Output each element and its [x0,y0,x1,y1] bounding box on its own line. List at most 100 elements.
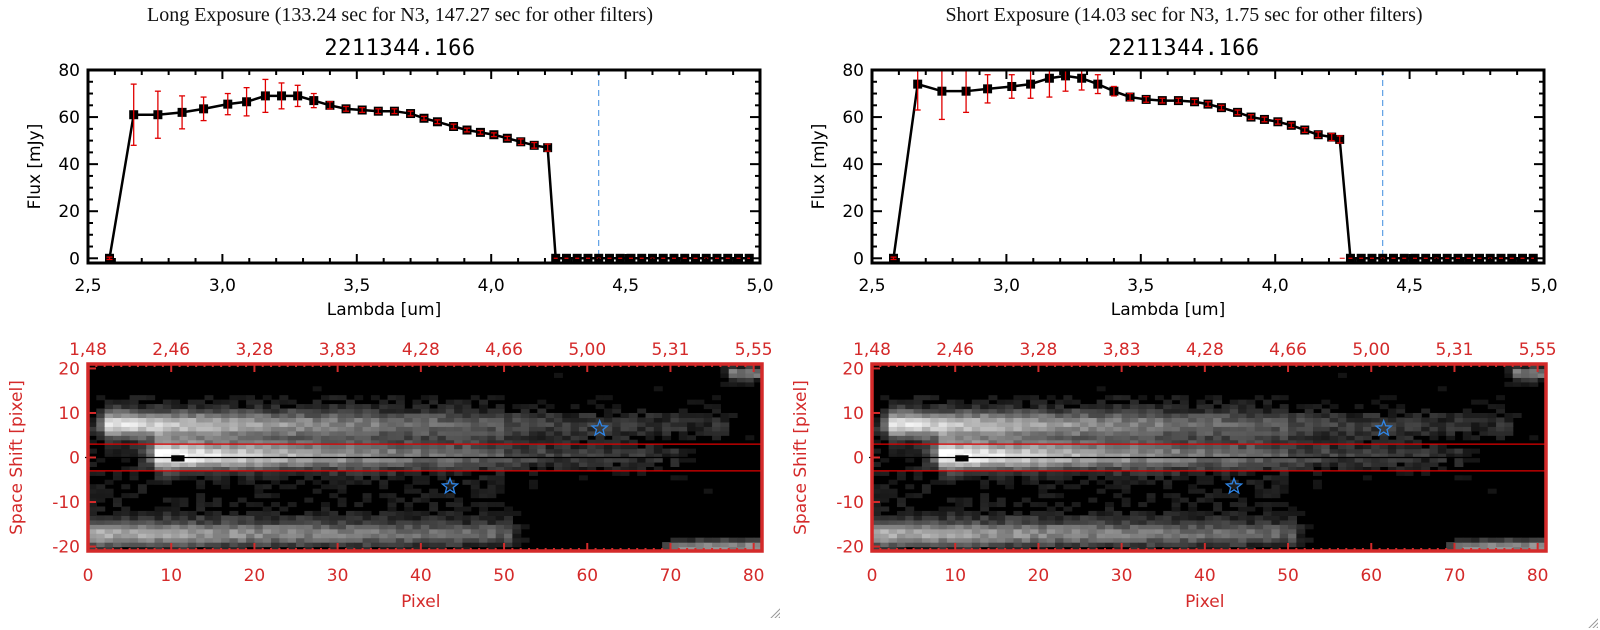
resize-grip-icon[interactable] [1584,614,1598,628]
image-pixel [229,524,239,530]
image-pixel [495,479,505,485]
image-pixel [379,493,389,499]
image-pixel [1304,404,1314,410]
image-pixel [1371,430,1381,436]
image-pixel [487,395,497,401]
image-pixel [121,426,131,432]
image-pixel [479,461,489,468]
image-pixel [1304,430,1314,436]
image-pixel [1038,488,1048,494]
image-pixel [229,426,239,432]
image-pixel [1512,537,1522,543]
image-pixel [104,417,114,423]
image-pixel [196,497,206,503]
image-pixel [146,537,156,543]
image-pixel [1088,546,1098,552]
image-pixel [146,408,156,414]
image-pixel [171,515,181,521]
image-pixel [362,448,372,454]
image-pixel [1046,404,1056,410]
image-pixel [562,453,572,459]
image-pixel [262,408,272,414]
image-pixel [312,519,322,525]
image-pixel [1354,404,1364,410]
image-pixel [429,421,439,427]
image-pixel [737,542,746,548]
image-pixel [578,435,588,441]
image-pixel [963,542,973,548]
image-pixel [1471,542,1481,548]
image-pixel [429,466,439,472]
image-pixel [1146,510,1156,516]
image-pixel [570,461,580,468]
image-pixel [930,404,940,410]
image-pixel [578,430,588,436]
image-pixel [121,537,131,543]
image-pixel [312,453,322,459]
image-pixel [1146,524,1156,530]
image-pixel [980,439,990,445]
image-pixel [996,439,1006,445]
image-pixel [462,412,472,419]
image-pixel [1005,546,1015,552]
image-pixel [537,439,547,445]
image-pixel [1304,524,1314,530]
image-pixel [1129,404,1139,410]
image-pixel [562,421,572,427]
image-pixel [495,542,505,548]
image-pixel [1329,430,1339,436]
image-pixel [1154,408,1164,414]
image-pixel [412,475,422,481]
image-pixel [104,546,114,552]
image-pixel [1396,453,1406,459]
image-pixel [1271,435,1281,441]
image-pixel [462,421,472,427]
bad-pixel [171,455,185,462]
image-pixel [1138,435,1148,441]
image-pixel [1254,439,1264,445]
image-pixel [1013,421,1023,427]
image-pixel [880,426,890,432]
image-pixel [1080,537,1089,543]
image-pixel [880,533,890,539]
image-pixel [1204,528,1214,534]
image-pixel [204,524,214,530]
image-pixel [620,457,630,463]
image-pixel [1254,430,1264,436]
image-pixel [1429,421,1439,427]
image-pixel [429,448,439,454]
image-pixel [420,546,430,552]
image-pixel [271,475,280,481]
image-pixel [1229,408,1239,414]
image-pixel [1313,448,1322,454]
image-pixel [354,444,364,450]
image-pixel [1229,439,1239,445]
image-pixel [1188,533,1198,539]
resize-grip-icon[interactable] [766,604,780,618]
image-pixel [179,426,189,432]
image-pixel [1304,448,1314,454]
image-pixel [221,484,231,490]
image-pixel [1163,404,1173,410]
image-pixel [412,408,422,414]
image-pixel [1171,528,1181,534]
image-pixel [395,404,405,410]
image-pixel [262,466,272,472]
image-pixel [1013,515,1023,521]
image-pixel [1271,519,1281,525]
image-pixel [445,412,455,419]
image-pixel [387,448,397,454]
image-pixel [603,395,613,401]
image-pixel [1263,537,1273,543]
image-pixel [980,399,990,405]
image-pixel [1030,395,1040,401]
image-pixel [1296,439,1306,445]
image-pixel [221,421,231,427]
image-pixel [1038,533,1048,539]
image-pixel [287,430,297,436]
image-pixel [229,448,239,454]
image-pixel [1104,533,1114,539]
image-pixel [1454,412,1464,419]
image-pixel [872,546,881,552]
image-pixel [537,453,547,459]
